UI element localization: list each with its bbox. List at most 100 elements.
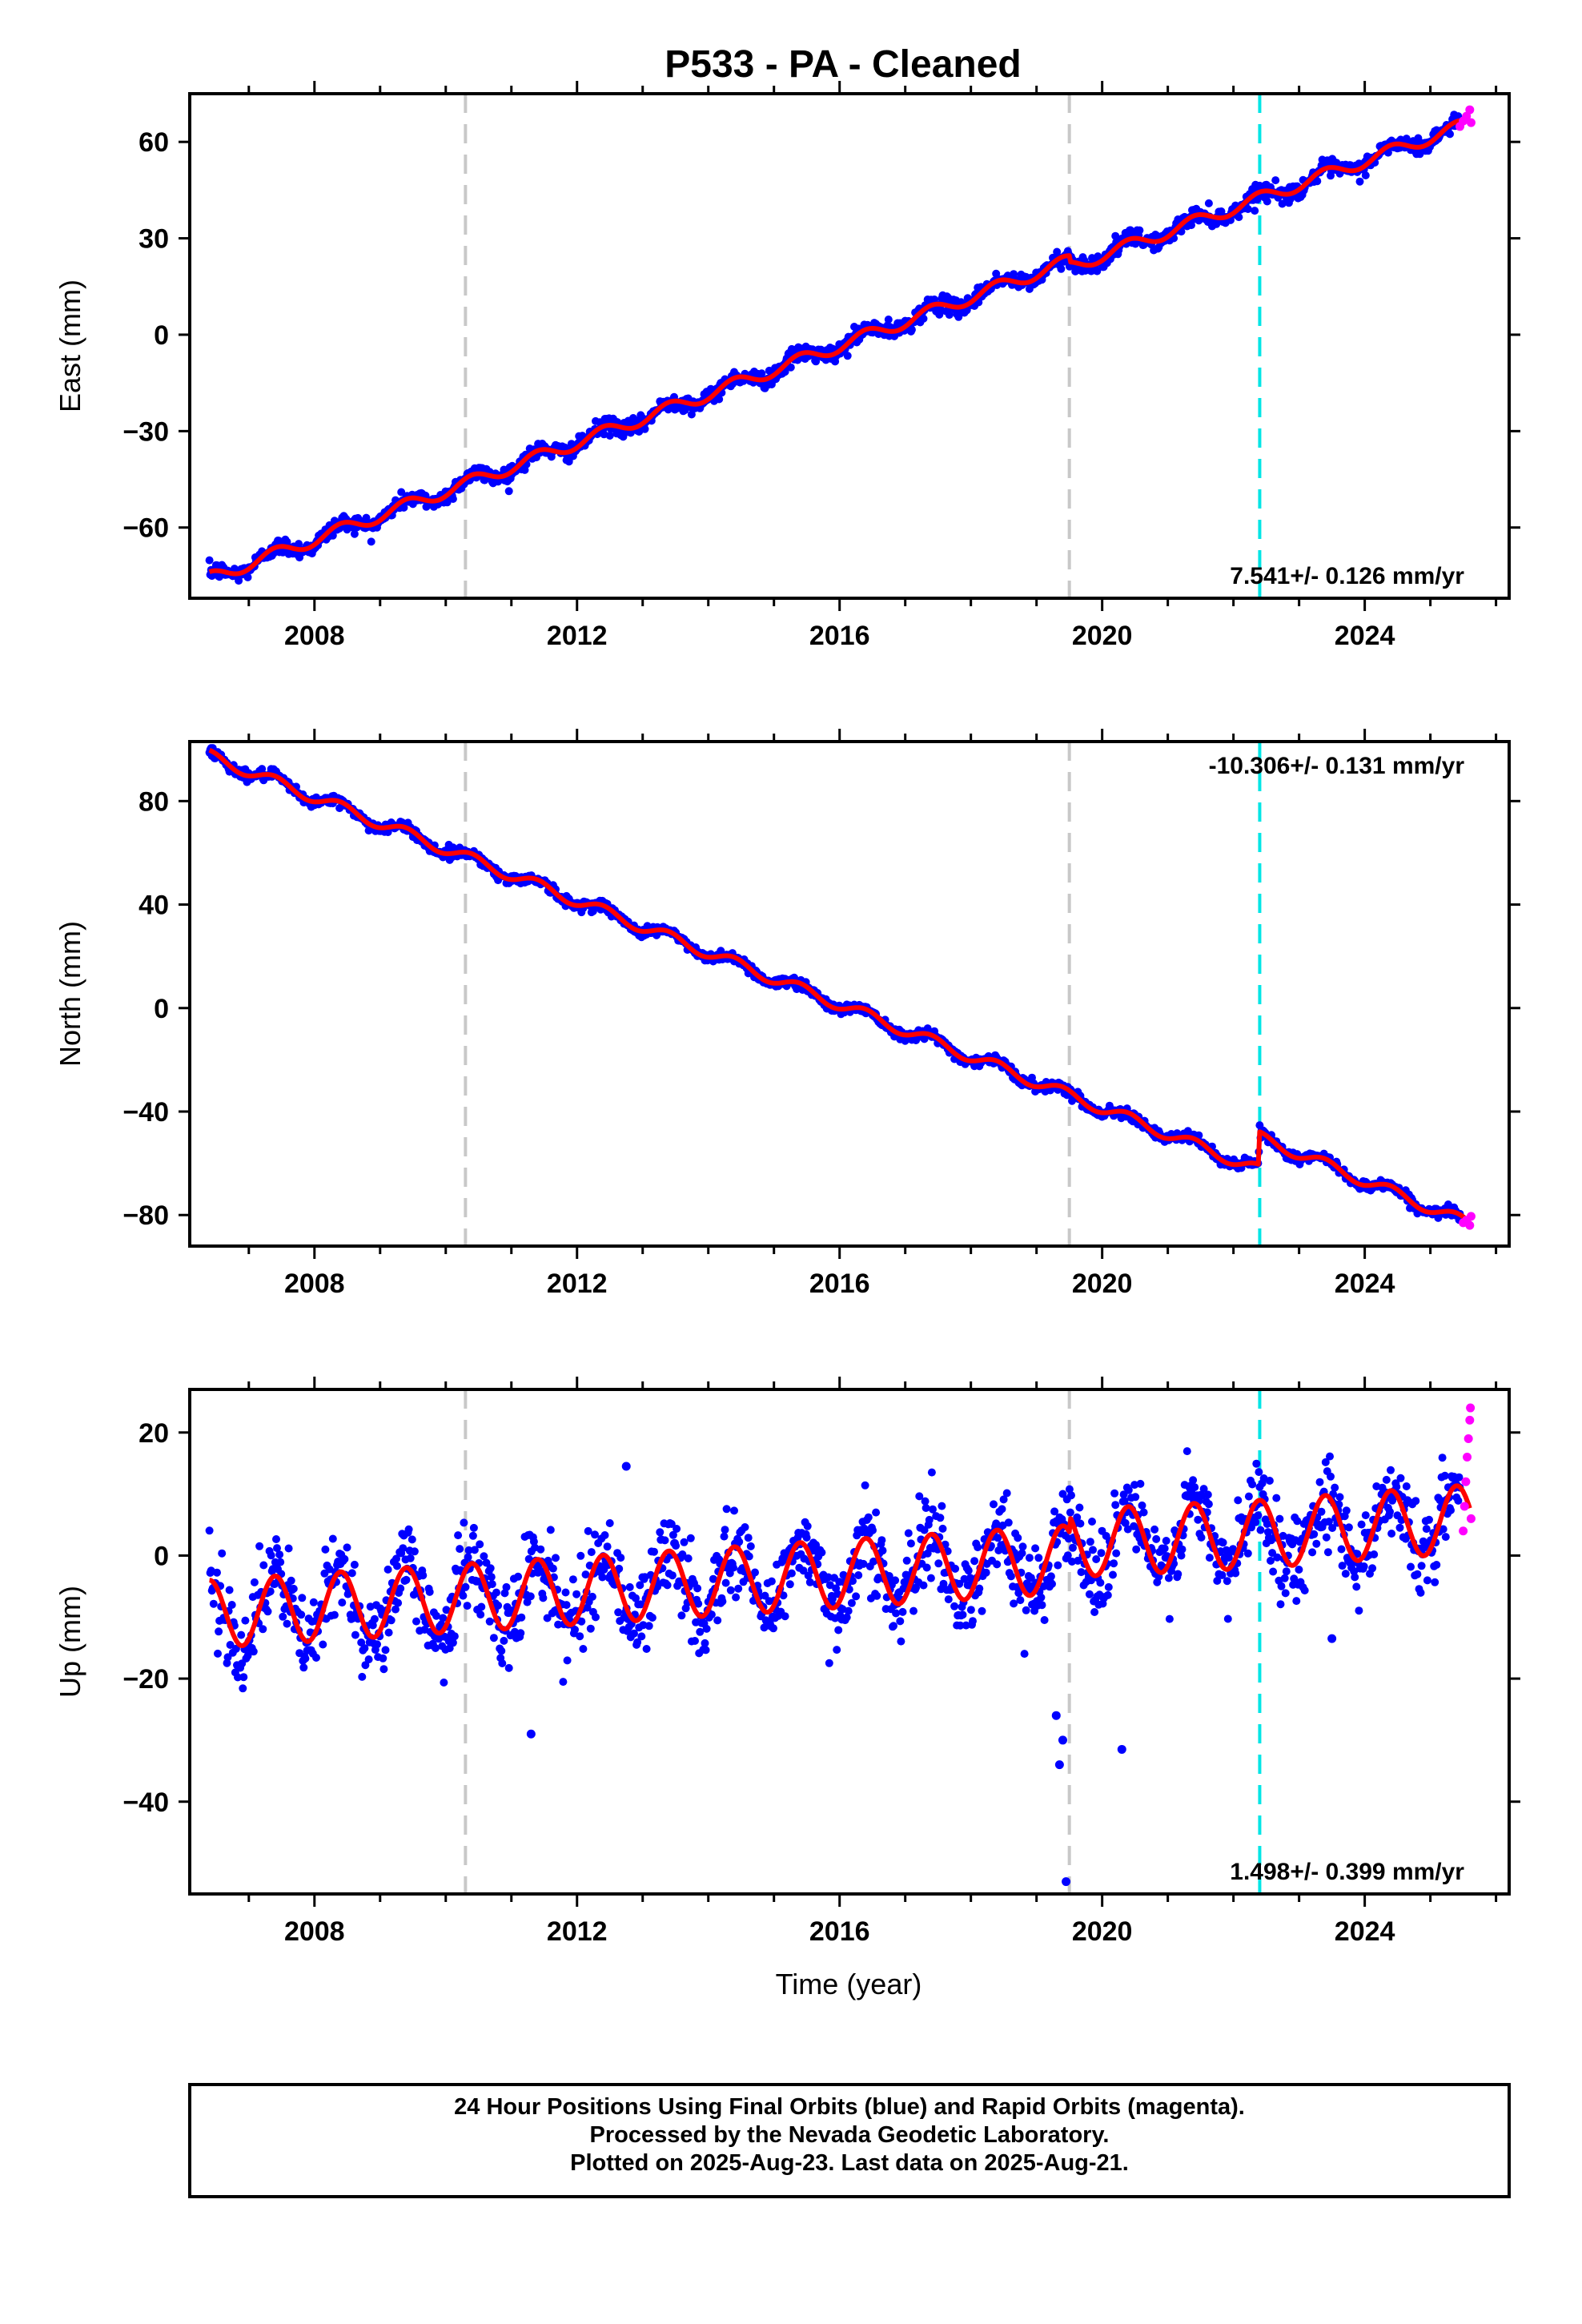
final-orbit-point bbox=[1254, 1511, 1263, 1520]
final-orbit-point bbox=[1293, 1517, 1302, 1526]
final-orbit-point bbox=[1312, 1539, 1321, 1548]
final-orbit-point bbox=[1053, 247, 1062, 256]
final-orbit-point bbox=[1039, 1582, 1048, 1590]
final-orbit-point bbox=[707, 1610, 716, 1619]
final-orbit-point bbox=[892, 1609, 901, 1618]
final-orbit-point bbox=[517, 1613, 526, 1622]
final-orbit-point bbox=[464, 1546, 473, 1554]
final-orbit-point bbox=[600, 1531, 609, 1539]
final-orbit-point bbox=[1335, 1500, 1343, 1509]
final-orbit-point bbox=[1203, 1490, 1212, 1499]
final-orbit-point bbox=[1178, 1545, 1186, 1554]
final-orbit-point bbox=[482, 1558, 491, 1567]
final-orbit-point bbox=[741, 1523, 749, 1531]
final-orbit-point bbox=[1425, 1515, 1433, 1524]
final-orbit-point bbox=[926, 1574, 935, 1582]
final-orbit-point bbox=[951, 1564, 960, 1573]
final-orbit-point bbox=[393, 1562, 401, 1570]
final-orbit-point bbox=[1341, 1570, 1350, 1578]
x-tick-label: 2024 bbox=[1335, 1916, 1395, 1947]
final-orbit-point bbox=[1089, 1546, 1097, 1554]
final-orbit-point bbox=[209, 1599, 218, 1608]
final-orbit-point bbox=[1120, 1497, 1129, 1506]
final-orbit-point bbox=[397, 488, 406, 497]
final-orbit-point bbox=[514, 1572, 523, 1581]
final-orbit-point bbox=[1267, 1556, 1275, 1565]
final-orbit-point bbox=[1002, 1489, 1011, 1498]
final-orbit-point bbox=[1138, 1501, 1146, 1510]
final-orbit-point bbox=[1351, 1573, 1359, 1582]
final-orbit-point bbox=[463, 1602, 472, 1610]
final-orbit-point bbox=[650, 1547, 658, 1556]
final-orbit-point bbox=[1402, 1482, 1411, 1490]
final-orbit-point bbox=[938, 1502, 946, 1510]
final-orbit-point bbox=[1243, 1549, 1252, 1558]
final-orbit-point bbox=[1026, 1574, 1035, 1582]
final-orbit-point bbox=[1093, 267, 1102, 275]
final-orbit-point bbox=[889, 1622, 897, 1630]
final-orbit-point bbox=[432, 1611, 440, 1620]
final-orbit-point bbox=[284, 1544, 293, 1553]
final-orbit-point bbox=[309, 1598, 318, 1606]
final-orbit-point bbox=[524, 1554, 533, 1563]
final-orbit-point bbox=[1361, 171, 1370, 179]
final-orbit-point bbox=[945, 311, 954, 320]
final-orbit-point bbox=[896, 1617, 905, 1626]
final-orbit-point bbox=[1243, 205, 1252, 213]
plot-area bbox=[205, 1389, 1476, 1894]
final-orbit-point bbox=[1447, 1506, 1455, 1514]
final-orbit-point bbox=[637, 1632, 646, 1641]
final-orbit-point bbox=[805, 1578, 814, 1586]
final-orbit-point bbox=[231, 1644, 240, 1653]
final-orbit-point bbox=[439, 1614, 448, 1622]
final-orbit-point bbox=[258, 765, 267, 774]
final-orbit-point bbox=[266, 1587, 275, 1596]
final-orbit-point bbox=[1046, 1572, 1055, 1581]
final-orbit-point bbox=[767, 1577, 776, 1586]
rapid-orbit-point bbox=[1466, 1403, 1476, 1413]
rapid-orbit-point bbox=[1465, 1415, 1475, 1425]
final-orbit-point bbox=[825, 1659, 833, 1667]
x-tick-label: 2012 bbox=[547, 1916, 608, 1947]
final-orbit-point bbox=[1272, 1494, 1281, 1502]
final-orbit-point bbox=[730, 1506, 738, 1515]
final-orbit-point bbox=[1269, 1567, 1278, 1576]
final-orbit-point bbox=[760, 1623, 769, 1632]
final-orbit-point bbox=[721, 1526, 729, 1534]
final-orbit-point bbox=[272, 1535, 280, 1543]
final-orbit-point bbox=[399, 1544, 408, 1553]
final-orbit-point bbox=[571, 1626, 579, 1634]
final-orbit-point bbox=[581, 1570, 590, 1579]
final-orbit-point bbox=[956, 1621, 965, 1630]
final-orbit-point bbox=[1097, 1549, 1106, 1558]
final-orbit-point bbox=[526, 1729, 536, 1739]
final-orbit-point bbox=[1075, 1503, 1084, 1512]
final-orbit-point bbox=[852, 1592, 861, 1601]
final-orbit-point bbox=[702, 1624, 711, 1633]
final-orbit-point bbox=[227, 1601, 236, 1609]
final-orbit-point bbox=[696, 1627, 705, 1636]
final-orbit-point bbox=[1370, 1550, 1379, 1558]
final-orbit-point bbox=[1322, 1533, 1331, 1542]
x-tick-label: 2024 bbox=[1335, 1269, 1395, 1299]
final-orbit-point bbox=[1117, 1744, 1126, 1754]
final-orbit-point bbox=[787, 1569, 796, 1578]
final-orbit-point bbox=[526, 1592, 535, 1601]
final-orbit-point bbox=[1218, 1570, 1227, 1579]
final-orbit-point bbox=[273, 1544, 281, 1553]
final-orbit-point bbox=[869, 1526, 877, 1534]
final-orbit-point bbox=[1022, 1606, 1030, 1614]
final-orbit-point bbox=[1205, 1554, 1214, 1562]
final-orbit-point bbox=[1396, 1474, 1405, 1482]
final-orbit-point bbox=[1328, 1524, 1337, 1532]
final-orbit-point bbox=[844, 1606, 853, 1615]
final-orbit-point bbox=[1050, 1507, 1059, 1516]
final-orbit-point bbox=[873, 1591, 881, 1600]
final-orbit-point bbox=[297, 1610, 306, 1619]
final-orbit-point bbox=[644, 1622, 653, 1630]
final-orbit-point bbox=[358, 1672, 367, 1681]
final-orbit-point bbox=[1273, 1553, 1282, 1562]
final-orbit-point bbox=[485, 1617, 494, 1626]
